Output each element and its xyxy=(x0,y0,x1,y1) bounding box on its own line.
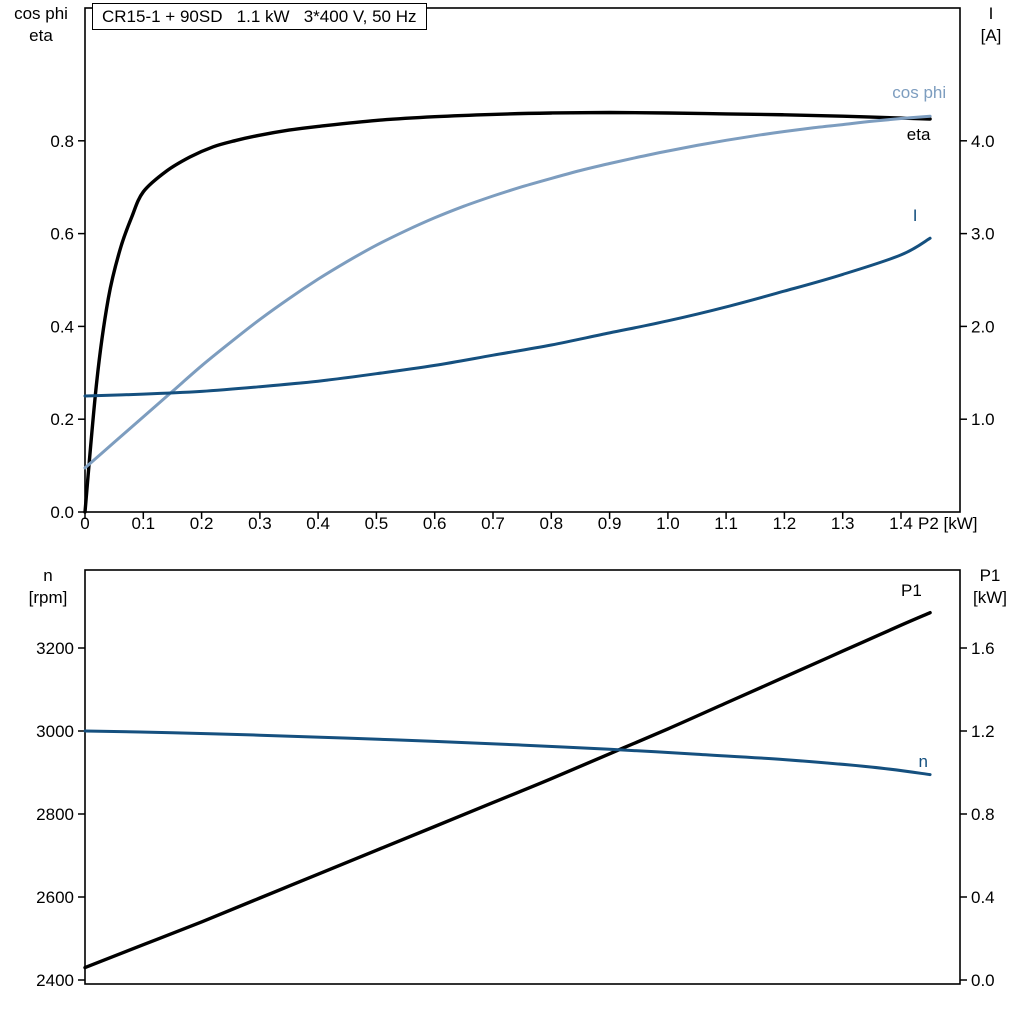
y-right-tick-label: 0.4 xyxy=(971,888,995,907)
upper-left-axis-line1: cos phi xyxy=(14,4,68,23)
y-left-tick-label: 0.2 xyxy=(50,410,74,429)
curve-label-I: I xyxy=(913,206,918,225)
x-tick-label: 0.4 xyxy=(306,514,330,533)
curve-label-P1: P1 xyxy=(901,581,922,600)
x-tick-label: 0 xyxy=(80,514,89,533)
y-left-tick-label: 0.0 xyxy=(50,503,74,522)
upper-right-axis-line1: I xyxy=(988,4,994,23)
x-tick-label: 0.5 xyxy=(365,514,389,533)
chart-lower: 2400 2600 2800 3000 3200 0.0 0.4 0.8 1.2 1.6 P1 n xyxy=(36,569,995,990)
x-tick-label: 0.9 xyxy=(598,514,622,533)
x-axis-unit-label: P2 [kW] xyxy=(918,514,978,533)
lower-left-axis-line2: [rpm] xyxy=(28,588,68,607)
series-P1 xyxy=(83,611,932,970)
y-right-tick-label: 2.0 xyxy=(971,317,995,336)
y-right-tick-label: 1.0 xyxy=(971,410,995,429)
upper-left-axis-line2: eta xyxy=(29,26,53,45)
y-left-tick-label: 3200 xyxy=(36,639,74,658)
chart-frame xyxy=(84,569,961,985)
lower-right-axis-title: P1 [kW] xyxy=(960,565,1020,609)
y-right-tick-label: 4.0 xyxy=(971,132,995,151)
y-right-tick-label: 1.6 xyxy=(971,639,995,658)
lower-right-axis-line2: [kW] xyxy=(973,588,1007,607)
y-right-tick-label: 0.0 xyxy=(971,971,995,990)
x-tick-label: 0.1 xyxy=(131,514,155,533)
x-tick-label: 1.3 xyxy=(831,514,855,533)
x-tick-label: 0.7 xyxy=(481,514,505,533)
y-left-tick-label: 0.8 xyxy=(50,132,74,151)
series-I xyxy=(83,236,932,398)
upper-left-axis-title: cos phi eta xyxy=(5,3,77,47)
x-tick-label: 0.2 xyxy=(190,514,214,533)
y-left-tick-label: 3000 xyxy=(36,722,74,741)
y-right-tick-label: 0.8 xyxy=(971,805,995,824)
curve-label-eta: eta xyxy=(907,125,931,144)
chart-title-box: CR15-1 + 90SD 1.1 kW 3*400 V, 50 Hz xyxy=(92,3,427,30)
curve-label-n: n xyxy=(919,752,928,771)
x-tick-label: 1.0 xyxy=(656,514,680,533)
lower-left-axis-line1: n xyxy=(43,566,53,585)
y-left-tick-label: 2800 xyxy=(36,805,74,824)
chart-upper: 0 0.1 0.2 0.3 0.4 0.5 0.6 0.7 0.8 0.9 1.0 1.1 1.2 1.3… xyxy=(50,7,995,533)
x-tick-label: 1.4 xyxy=(889,514,913,533)
upper-right-axis-line2: [A] xyxy=(980,26,1002,45)
lower-right-axis-line1: P1 xyxy=(979,566,1001,585)
curve-label-cos-phi: cos phi xyxy=(892,83,946,102)
lower-left-axis-title: n [rpm] xyxy=(16,565,80,609)
upper-right-axis-title: I [A] xyxy=(962,3,1020,47)
x-tick-label: 1.1 xyxy=(714,514,738,533)
x-tick-label: 0.6 xyxy=(423,514,447,533)
x-tick-label: 0.3 xyxy=(248,514,272,533)
x-tick-label: 0.8 xyxy=(539,514,563,533)
y-right-tick-label: 3.0 xyxy=(971,225,995,244)
chart-frame xyxy=(84,7,961,513)
y-right-tick-label: 1.2 xyxy=(971,722,995,741)
y-left-tick-label: 0.6 xyxy=(50,225,74,244)
y-left-tick-label: 2600 xyxy=(36,888,74,907)
series-n xyxy=(83,729,932,777)
y-left-tick-label: 0.4 xyxy=(50,317,74,336)
x-tick-label: 1.2 xyxy=(773,514,797,533)
series-cos-phi xyxy=(83,114,932,470)
y-left-tick-label: 2400 xyxy=(36,971,74,990)
series-eta xyxy=(83,110,932,514)
